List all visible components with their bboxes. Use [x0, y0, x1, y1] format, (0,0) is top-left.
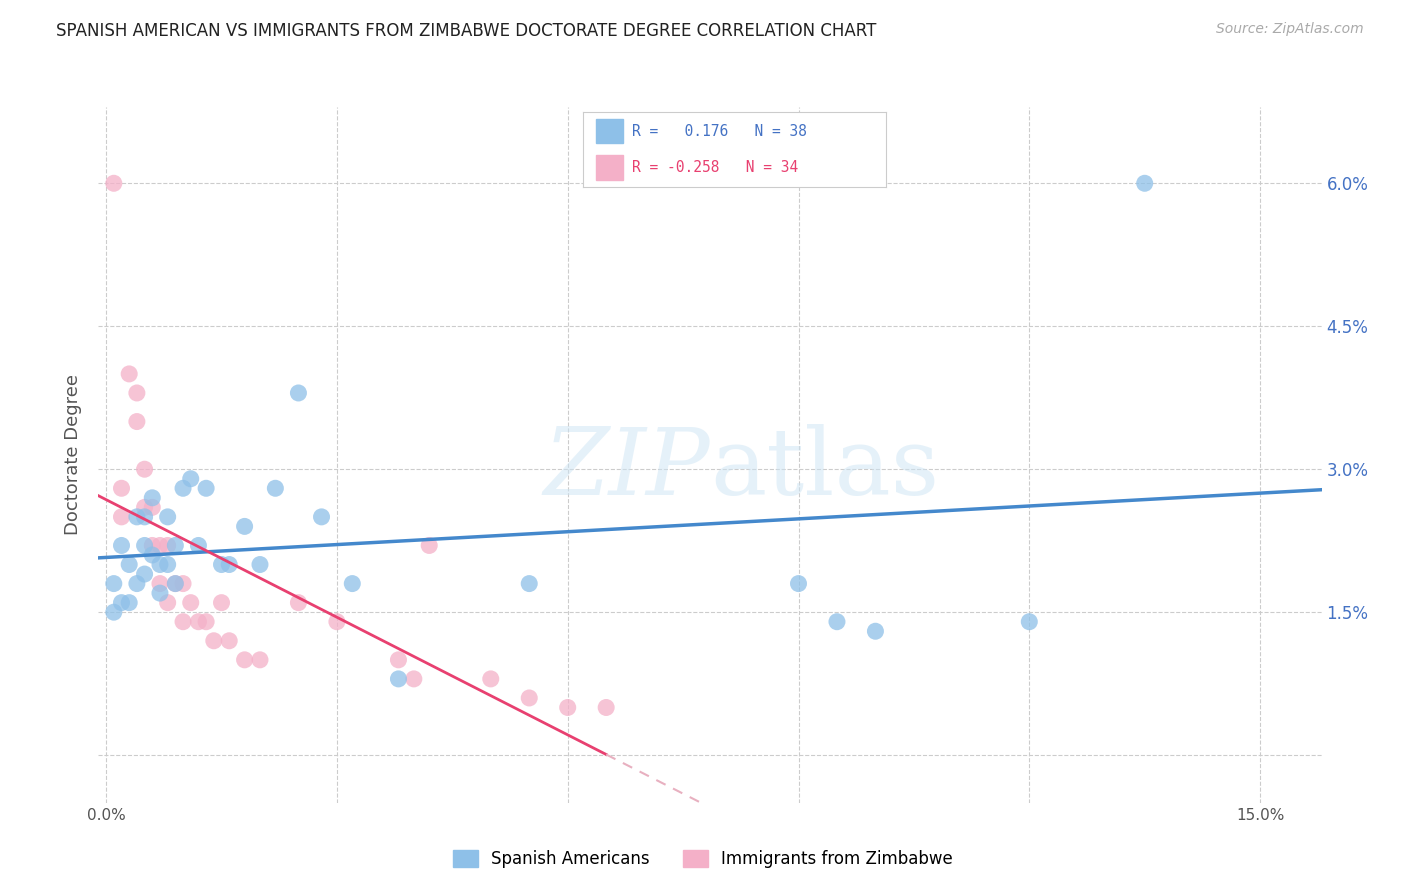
Point: [195, 481, 218, 495]
Point: [187, 615, 209, 629]
Point: [595, 700, 617, 714]
Point: [125, 576, 148, 591]
Point: [418, 539, 440, 553]
Point: [326, 615, 349, 629]
Point: [110, 509, 132, 524]
Point: [187, 539, 209, 553]
Point: [149, 558, 172, 572]
Point: [218, 633, 240, 648]
Bar: [596, 155, 623, 179]
Point: [134, 462, 156, 476]
Point: [149, 586, 172, 600]
Point: [110, 481, 132, 495]
Point: [202, 633, 225, 648]
Point: [165, 539, 187, 553]
Point: [211, 596, 233, 610]
Point: [156, 539, 179, 553]
Text: ZIP: ZIP: [543, 424, 710, 514]
Text: atlas: atlas: [710, 424, 939, 514]
Point: [825, 615, 848, 629]
Point: [264, 481, 287, 495]
Point: [134, 539, 156, 553]
Point: [479, 672, 502, 686]
Point: [165, 576, 187, 591]
Point: [156, 596, 179, 610]
Point: [218, 558, 240, 572]
Point: [118, 596, 141, 610]
Point: [1133, 176, 1156, 190]
Point: [517, 576, 540, 591]
Text: SPANISH AMERICAN VS IMMIGRANTS FROM ZIMBABWE DOCTORATE DEGREE CORRELATION CHART: SPANISH AMERICAN VS IMMIGRANTS FROM ZIMB…: [56, 22, 876, 40]
Point: [517, 690, 540, 705]
Point: [125, 509, 148, 524]
Point: [1018, 615, 1040, 629]
Point: [180, 472, 202, 486]
Point: [311, 509, 333, 524]
Point: [134, 567, 156, 582]
Point: [402, 672, 425, 686]
Point: [172, 481, 194, 495]
Point: [141, 539, 163, 553]
Point: [249, 653, 271, 667]
Point: [149, 576, 172, 591]
Text: R =   0.176   N = 38: R = 0.176 N = 38: [631, 124, 807, 139]
Point: [118, 558, 141, 572]
Point: [287, 386, 309, 401]
Point: [249, 558, 271, 572]
Point: [557, 700, 579, 714]
Point: [141, 491, 163, 505]
Point: [103, 576, 125, 591]
Point: [141, 548, 163, 562]
Point: [125, 415, 148, 429]
Point: [172, 615, 194, 629]
Point: [233, 653, 256, 667]
Point: [865, 624, 887, 639]
Point: [156, 558, 179, 572]
Point: [387, 672, 409, 686]
Text: R = -0.258   N = 34: R = -0.258 N = 34: [631, 160, 799, 175]
Point: [110, 596, 132, 610]
Point: [211, 558, 233, 572]
Point: [787, 576, 810, 591]
Point: [134, 509, 156, 524]
Point: [110, 539, 132, 553]
Text: Source: ZipAtlas.com: Source: ZipAtlas.com: [1216, 22, 1364, 37]
Point: [156, 509, 179, 524]
Point: [103, 605, 125, 619]
Point: [118, 367, 141, 381]
Point: [233, 519, 256, 533]
Point: [387, 653, 409, 667]
Point: [180, 596, 202, 610]
Point: [103, 176, 125, 190]
Point: [149, 539, 172, 553]
Y-axis label: Doctorate Degree: Doctorate Degree: [65, 375, 83, 535]
Legend: Spanish Americans, Immigrants from Zimbabwe: Spanish Americans, Immigrants from Zimba…: [446, 843, 960, 875]
Point: [165, 576, 187, 591]
Point: [141, 500, 163, 515]
Point: [195, 615, 218, 629]
Point: [287, 596, 309, 610]
Bar: [596, 119, 623, 144]
Point: [125, 386, 148, 401]
Point: [342, 576, 364, 591]
Point: [172, 576, 194, 591]
Point: [134, 500, 156, 515]
